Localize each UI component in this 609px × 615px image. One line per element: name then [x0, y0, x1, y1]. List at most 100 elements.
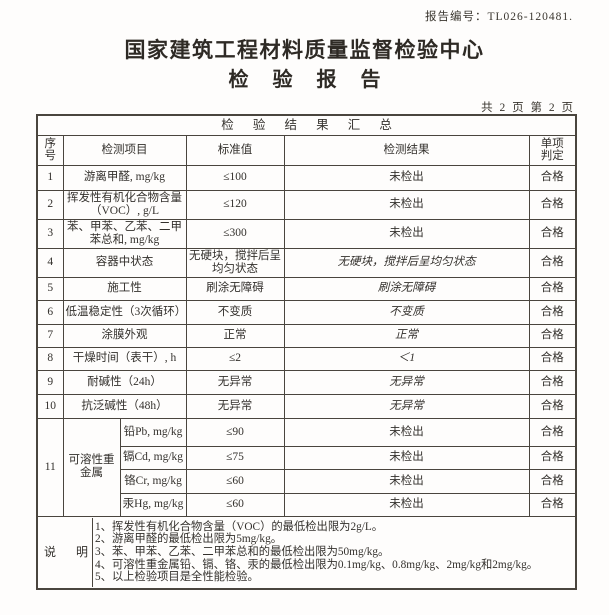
cell-judge: 合格 [528, 276, 577, 301]
col-header-result: 检测结果 [283, 134, 530, 166]
cell-standard: ≤75 [185, 445, 285, 470]
cell-result: 不变质 [283, 299, 530, 325]
cell-standard: 无异常 [185, 369, 285, 395]
cell-standard: 无异常 [185, 393, 285, 419]
cell-item: 低温稳定性（3次循环） [62, 299, 187, 325]
table-row: 7 涂膜外观 正常 正常 合格 [36, 323, 577, 348]
cell-metal: 汞Hg, mg/kg [119, 492, 187, 517]
table-row: 8 干燥时间（表干）, h ≤2 ＜1 合格 [36, 346, 577, 371]
notes-label: 说明 [40, 517, 93, 587]
note-line: 4、可溶性重金属铅、镉、铬、汞的最低检出限为0.1mg/kg、0.8mg/kg、… [95, 558, 539, 571]
col-header-item: 检测项目 [62, 134, 187, 166]
cell-metal: 铅Pb, mg/kg [119, 417, 187, 447]
cell-result: 未检出 [283, 492, 530, 517]
cell-result: 未检出 [283, 468, 530, 494]
table-title: 检 验 结 果 汇 总 [36, 114, 577, 136]
notes-row: 说明 1、挥发性有机化合物含量（VOC）的最低检出限为2g/L。 2、游离甲醛的… [36, 515, 577, 589]
table-row: 2 挥发性有机化合物含量（VOC）, g/L ≤120 未检出 合格 [36, 189, 577, 220]
table-row: 6 低温稳定性（3次循环） 不变质 不变质 合格 [36, 299, 577, 325]
results-table: 检 验 结 果 汇 总 序号 检测项目 标准值 检测结果 单项 判定 1 游离甲醛… [36, 114, 578, 590]
cell-standard: ≤100 [185, 164, 285, 191]
cell-standard: 无硬块，搅拌后呈均匀状态 [185, 247, 285, 278]
cell-judge: 合格 [528, 369, 577, 395]
cell-result: 未检出 [283, 417, 530, 447]
cell-standard: 不变质 [185, 299, 285, 325]
cell-item: 挥发性有机化合物含量（VOC）, g/L [62, 189, 187, 220]
cell-metal: 镉Cd, mg/kg [119, 445, 187, 470]
cell-judge: 合格 [528, 492, 577, 517]
cell-item: 苯、甲苯、乙苯、二甲苯总和, mg/kg [62, 218, 187, 249]
cell-item: 容器中状态 [62, 247, 187, 278]
cell-result: 无异常 [283, 393, 530, 419]
cell-item: 耐碱性（24h） [62, 369, 187, 395]
report-number: 报告编号：TL026-120481. [424, 11, 573, 23]
notes-wrap: 说明 1、挥发性有机化合物含量（VOC）的最低检出限为2g/L。 2、游离甲醛的… [40, 517, 573, 587]
cell-judge: 合格 [528, 445, 577, 470]
cell-result: 未检出 [283, 218, 530, 249]
cell-judge: 合格 [528, 417, 577, 447]
cell-judge: 合格 [528, 299, 577, 325]
cell-no: 1 [36, 164, 64, 191]
cell-result: 未检出 [283, 445, 530, 470]
table-row: 11 可溶性重金属 铅Pb, mg/kg ≤90 未检出 合格 [36, 417, 577, 517]
cell-result: ＜1 [283, 346, 530, 371]
cell-result: 无硬块，搅拌后呈均匀状态 [283, 247, 530, 278]
table-row: 3 苯、甲苯、乙苯、二甲苯总和, mg/kg ≤300 未检出 合格 [36, 218, 577, 249]
cell-judge: 合格 [528, 218, 577, 249]
cell-judge: 合格 [528, 346, 577, 371]
table-row: 铬Cr, mg/kg ≤60 未检出 合格 [37, 468, 577, 494]
cell-item: 施工性 [62, 276, 187, 301]
cell-judge: 合格 [528, 323, 577, 348]
cell-item: 可溶性重金属 [62, 417, 121, 517]
col-header-judge: 单项 判定 [528, 134, 577, 166]
cell-standard: ≤300 [185, 218, 285, 249]
cell-judge: 合格 [528, 189, 577, 220]
col-header-standard: 标准值 [185, 134, 285, 166]
table-row: 汞Hg, mg/kg ≤60 未检出 合格 [37, 492, 577, 517]
cell-metal: 铬Cr, mg/kg [119, 468, 187, 494]
table-title-row: 检 验 结 果 汇 总 [36, 114, 577, 136]
cell-judge: 合格 [528, 393, 577, 419]
cell-judge: 合格 [528, 247, 577, 278]
table-row: 4 容器中状态 无硬块，搅拌后呈均匀状态 无硬块，搅拌后呈均匀状态 合格 [36, 247, 577, 278]
cell-result: 刷涂无障碍 [283, 276, 530, 301]
notes-cell: 说明 1、挥发性有机化合物含量（VOC）的最低检出限为2g/L。 2、游离甲醛的… [36, 515, 577, 589]
cell-item: 游离甲醛, mg/kg [62, 164, 187, 191]
page-title: 国家建筑工程材料质量监督检验中心 [124, 39, 485, 62]
note-line: 2、游离甲醛的最低检出限为5mg/kg。 [95, 533, 283, 546]
cell-no: 11 [36, 417, 64, 517]
cell-result: 无异常 [283, 369, 530, 395]
cell-no: 5 [36, 276, 64, 301]
cell-no: 8 [36, 346, 64, 371]
cell-no: 4 [36, 247, 64, 278]
cell-no: 7 [36, 323, 64, 348]
cell-standard: 刷涂无障碍 [185, 276, 285, 301]
table-row: 9 耐碱性（24h） 无异常 无异常 合格 [36, 369, 577, 395]
cell-result: 正常 [283, 323, 530, 348]
cell-result: 未检出 [283, 164, 530, 191]
cell-standard: ≤90 [185, 417, 285, 447]
table-row: 1 游离甲醛, mg/kg ≤100 未检出 合格 [36, 164, 577, 191]
cell-no: 3 [36, 218, 64, 249]
col-header-no: 序号 [36, 134, 64, 166]
table-header-row: 序号 检测项目 标准值 检测结果 单项 判定 [36, 134, 577, 166]
cell-no: 9 [36, 369, 64, 395]
cell-standard: ≤2 [185, 346, 285, 371]
cell-item: 干燥时间（表干）, h [62, 346, 187, 371]
cell-standard: 正常 [185, 323, 285, 348]
page-count: 共 2 页 第 2 页 [481, 102, 575, 114]
page-subtitle: 检验报告 [228, 69, 405, 91]
note-line: 3、苯、甲苯、乙苯、二甲苯总和的最低检出限为50mg/kg。 [95, 545, 390, 558]
table-row: 5 施工性 刷涂无障碍 刷涂无障碍 合格 [36, 276, 577, 301]
cell-item: 抗泛碱性（48h） [62, 393, 187, 419]
cell-standard: ≤60 [185, 468, 285, 494]
cell-item: 涂膜外观 [62, 323, 187, 348]
cell-no: 10 [36, 393, 64, 419]
cell-judge: 合格 [528, 164, 577, 191]
cell-result: 未检出 [283, 189, 530, 220]
cell-standard: ≤60 [185, 492, 285, 517]
note-line: 5、以上检验项目是全性能检验。 [95, 571, 259, 584]
notes-list: 1、挥发性有机化合物含量（VOC）的最低检出限为2g/L。 2、游离甲醛的最低检… [93, 518, 573, 587]
cell-no: 6 [36, 299, 64, 325]
